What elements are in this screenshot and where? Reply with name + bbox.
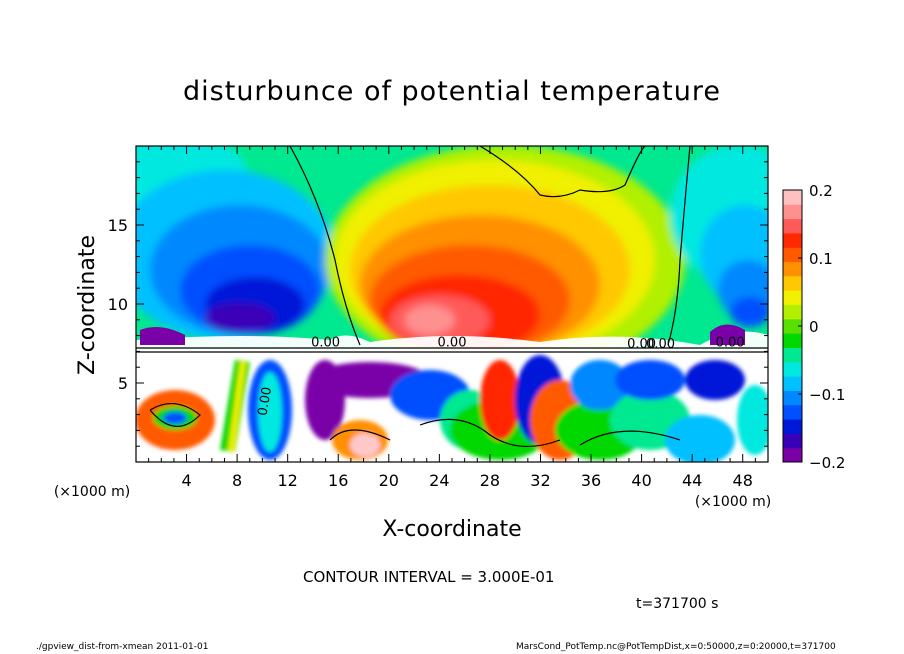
colorbar-swatch <box>783 361 802 377</box>
colorbar-swatch <box>783 333 802 348</box>
colorbar-swatch <box>783 190 802 205</box>
contour-label: 0.00 <box>646 337 675 352</box>
footer-right-caption: MarsCond_PotTemp.nc@PotTempDist,x=0:5000… <box>516 642 836 652</box>
colorbar-tick-label: 0 <box>809 318 819 336</box>
colorbar-swatch <box>783 304 802 320</box>
colorbar-swatch <box>783 347 802 363</box>
colorbar: 0.2 0.1 0 −0.1 −0.2 <box>782 182 845 472</box>
x-axis-unit: (×1000 m) <box>695 494 771 510</box>
x-tick-label: 8 <box>232 471 242 490</box>
y-tick-label: 10 <box>108 295 128 314</box>
x-axis-title: X-coordinate <box>382 517 521 542</box>
heatmap-field <box>136 146 768 462</box>
colorbar-swatch <box>783 275 802 291</box>
y-tick-label: 5 <box>118 374 128 393</box>
colorbar-swatch <box>783 204 802 220</box>
colorbar-swatch <box>783 433 802 449</box>
colorbar-swatch <box>783 290 802 306</box>
contour-interval-label: CONTOUR INTERVAL = 3.000E-01 <box>303 568 555 586</box>
colorbar-swatch <box>783 447 802 463</box>
colorbar-swatch <box>783 376 802 391</box>
contour-label: 0.00 <box>627 337 656 352</box>
contour-label: 0.00 <box>255 386 275 417</box>
x-tick-label: 40 <box>631 471 651 490</box>
y-tick-label: 15 <box>108 216 128 235</box>
x-tick-label: 4 <box>181 471 191 490</box>
colorbar-tick-label: 0.2 <box>809 182 833 200</box>
contour-label: 0.00 <box>438 336 467 351</box>
colorbar-swatch <box>783 232 802 248</box>
x-tick-label: 24 <box>429 471 449 490</box>
y-axis-title: Z-coordinate <box>75 235 100 375</box>
colorbar-swatch <box>783 390 802 406</box>
colorbar-swatch <box>783 261 802 277</box>
y-axis-unit: (×1000 m) <box>54 484 130 500</box>
colorbar-tick-label: −0.1 <box>809 386 845 404</box>
chart-title: disturbunce of potential temperature <box>183 76 721 107</box>
footer-left-caption: ./gpview_dist-from-xmean 2011-01-01 <box>36 642 209 652</box>
contour-label: 0.00 <box>311 336 340 351</box>
x-tick-label: 28 <box>480 471 500 490</box>
colorbar-tick-label: 0.1 <box>809 250 833 268</box>
x-tick-label: 48 <box>733 471 753 490</box>
contour-labels: 0.00 0.00 0.000.00 0.000.00 <box>255 336 744 417</box>
x-tick-label: 12 <box>278 471 298 490</box>
colorbar-swatch <box>783 404 802 420</box>
x-tick-label: 16 <box>328 471 348 490</box>
x-tick-label: 32 <box>530 471 550 490</box>
x-tick-label: 44 <box>682 471 702 490</box>
colorbar-swatch <box>783 247 802 263</box>
x-axis: 4 8 12 16 20 24 28 32 36 40 44 48 <box>148 146 756 490</box>
colorbar-swatch <box>783 218 802 234</box>
time-label: t=371700 s <box>636 596 719 612</box>
colorbar-swatch <box>783 318 802 334</box>
x-tick-label: 36 <box>581 471 601 490</box>
x-tick-label: 20 <box>379 471 399 490</box>
colorbar-swatch <box>783 419 802 434</box>
colorbar-tick-label: −0.2 <box>809 454 845 472</box>
contour-label: 0.00 <box>716 336 745 351</box>
y-axis: 5 10 15 <box>108 161 768 447</box>
